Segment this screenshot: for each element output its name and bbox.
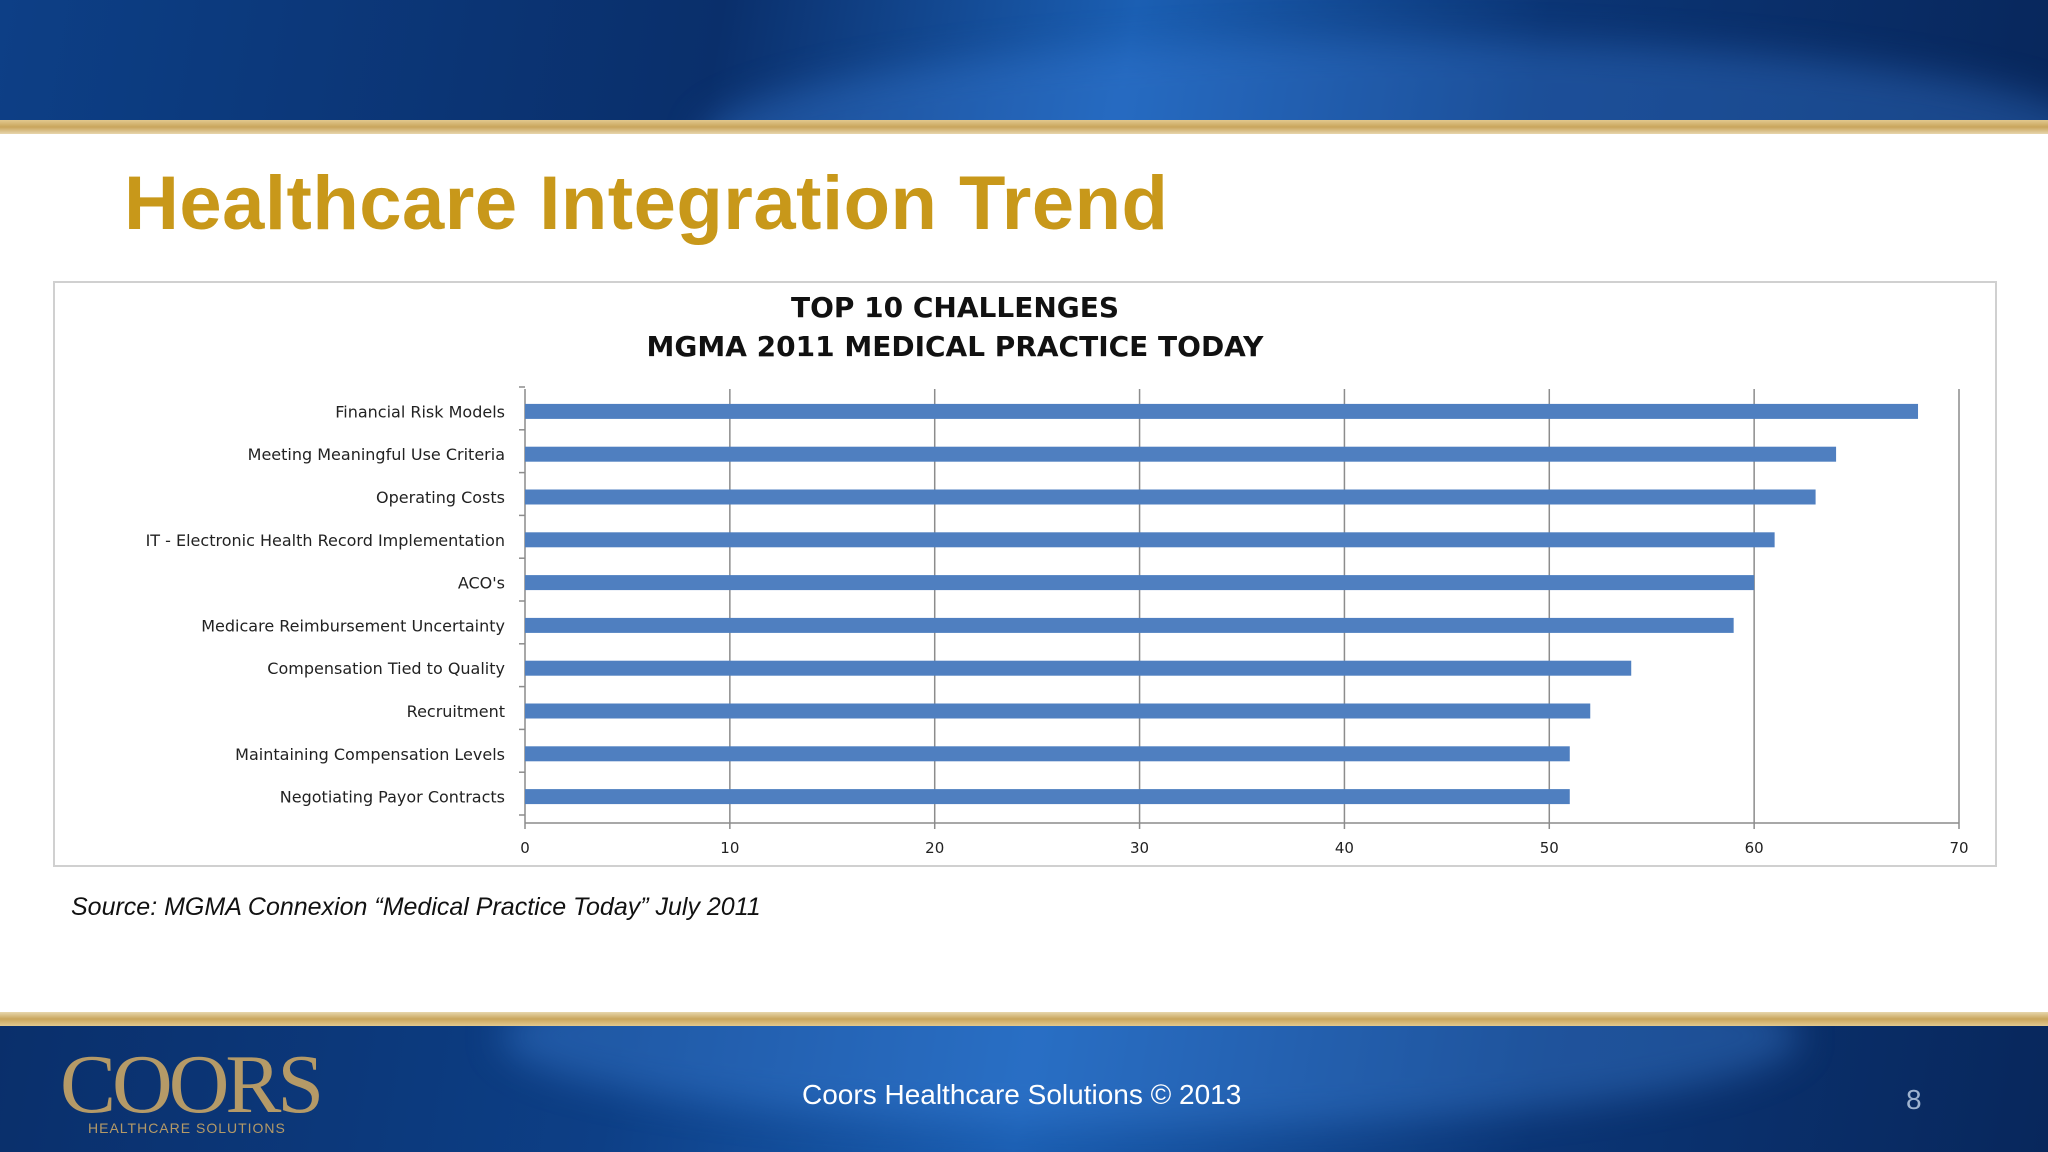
bar [525, 746, 1570, 762]
header-band [0, 0, 2048, 120]
chart-title-line-1: TOP 10 CHALLENGES [790, 291, 1120, 324]
x-tick-label: 60 [1745, 839, 1764, 857]
header-gold-rule [0, 120, 2048, 134]
x-tick-label: 50 [1540, 839, 1559, 857]
bar [525, 617, 1734, 633]
x-tick-label: 0 [520, 839, 530, 857]
x-tick-label: 10 [720, 839, 739, 857]
bar [525, 575, 1755, 591]
category-label: Medicare Reimbursement Uncertainty [201, 616, 505, 635]
coors-logo: COORS HEALTHCARE SOLUTIONS [60, 1038, 324, 1142]
page-number: 8 [1906, 1084, 1922, 1115]
category-label: Compensation Tied to Quality [267, 659, 505, 678]
footer-copyright: Coors Healthcare Solutions © 2013 [802, 1079, 1242, 1110]
x-tick-label: 30 [1130, 839, 1149, 857]
category-label: Recruitment [407, 702, 505, 721]
source-note: Source: MGMA Connexion “Medical Practice… [71, 893, 761, 921]
footer-band [0, 1026, 2048, 1152]
bar [525, 660, 1632, 676]
category-label: ACO's [458, 574, 505, 593]
category-label: Maintaining Compensation Levels [235, 745, 505, 764]
bar [525, 403, 1919, 419]
logo-subtitle: HEALTHCARE SOLUTIONS [88, 1120, 286, 1136]
category-label: Financial Risk Models [335, 402, 505, 421]
bar [525, 446, 1837, 462]
category-label: Operating Costs [376, 488, 505, 507]
logo-wordmark: COORS [60, 1038, 324, 1131]
category-label: Negotiating Payor Contracts [280, 788, 505, 807]
footer-gold-rule [0, 1012, 2048, 1026]
bar [525, 532, 1775, 548]
category-label: Meeting Meaningful Use Criteria [248, 445, 505, 464]
x-tick-label: 40 [1335, 839, 1354, 857]
category-label: IT - Electronic Health Record Implementa… [146, 531, 505, 550]
chart-title-line-2: MGMA 2011 MEDICAL PRACTICE TODAY [646, 330, 1264, 363]
bar [525, 489, 1816, 505]
bar [525, 703, 1591, 719]
slide-title: Healthcare Integration Trend [124, 161, 1169, 246]
x-tick-label: 70 [1949, 839, 1968, 857]
bar-chart: 0 10 20 30 40 50 60 70 Financial Risk Models Meet… [146, 386, 1969, 857]
chart-panel: TOP 10 CHALLENGES MGMA 2011 MEDICAL PRAC… [53, 281, 1997, 867]
x-tick-label: 20 [925, 839, 944, 857]
bar [525, 789, 1570, 805]
